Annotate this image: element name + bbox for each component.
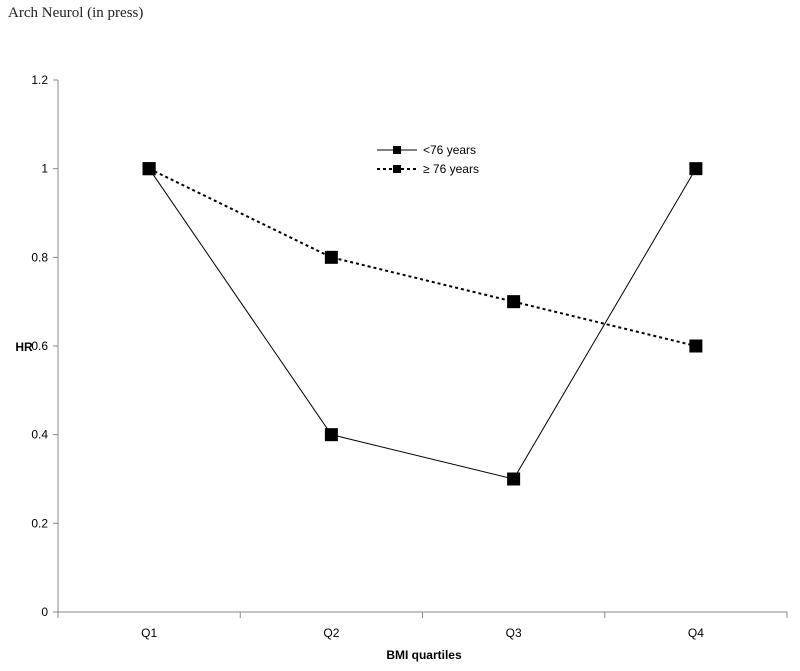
- series-2-point: [142, 162, 156, 176]
- y-tick-label: 0.2: [31, 516, 48, 530]
- y-tick-label: 0.4: [31, 428, 48, 442]
- series-1-point: [507, 472, 521, 486]
- series: [142, 162, 703, 486]
- series-line-2: [148, 167, 697, 347]
- page-header: Arch Neurol (in press): [8, 5, 144, 21]
- series-2-point: [324, 250, 338, 264]
- series-1-point: [689, 162, 703, 176]
- legend-label-1: <76 years: [423, 143, 476, 157]
- legend-marker-2: [393, 165, 401, 173]
- y-tick-label: 0.6: [31, 339, 48, 353]
- x-tick-label: Q2: [323, 626, 339, 640]
- y-tick-label: 1.2: [31, 73, 48, 87]
- legend-label-2: ≥ 76 years: [423, 162, 479, 176]
- axes: 0 0.2 0.4 0.6 0.8 1 1.2 Q1 Q2 Q3 Q4: [31, 73, 788, 640]
- series-1-point: [324, 428, 338, 442]
- y-axis-title: HR: [15, 340, 33, 354]
- series-2-point: [507, 295, 521, 309]
- x-tick-label: Q4: [688, 626, 704, 640]
- legend: <76 years ≥ 76 years: [377, 143, 479, 176]
- y-tick-label: 0: [41, 605, 48, 619]
- y-tick-label: 1: [41, 162, 48, 176]
- x-axis-title: BMI quartiles: [386, 648, 462, 662]
- x-tick-label: Q1: [141, 626, 157, 640]
- legend-marker-1: [393, 146, 401, 154]
- series-line-1: [148, 168, 697, 480]
- series-2-point: [689, 339, 703, 353]
- x-tick-label: Q3: [506, 626, 522, 640]
- y-tick-label: 0.8: [31, 250, 48, 264]
